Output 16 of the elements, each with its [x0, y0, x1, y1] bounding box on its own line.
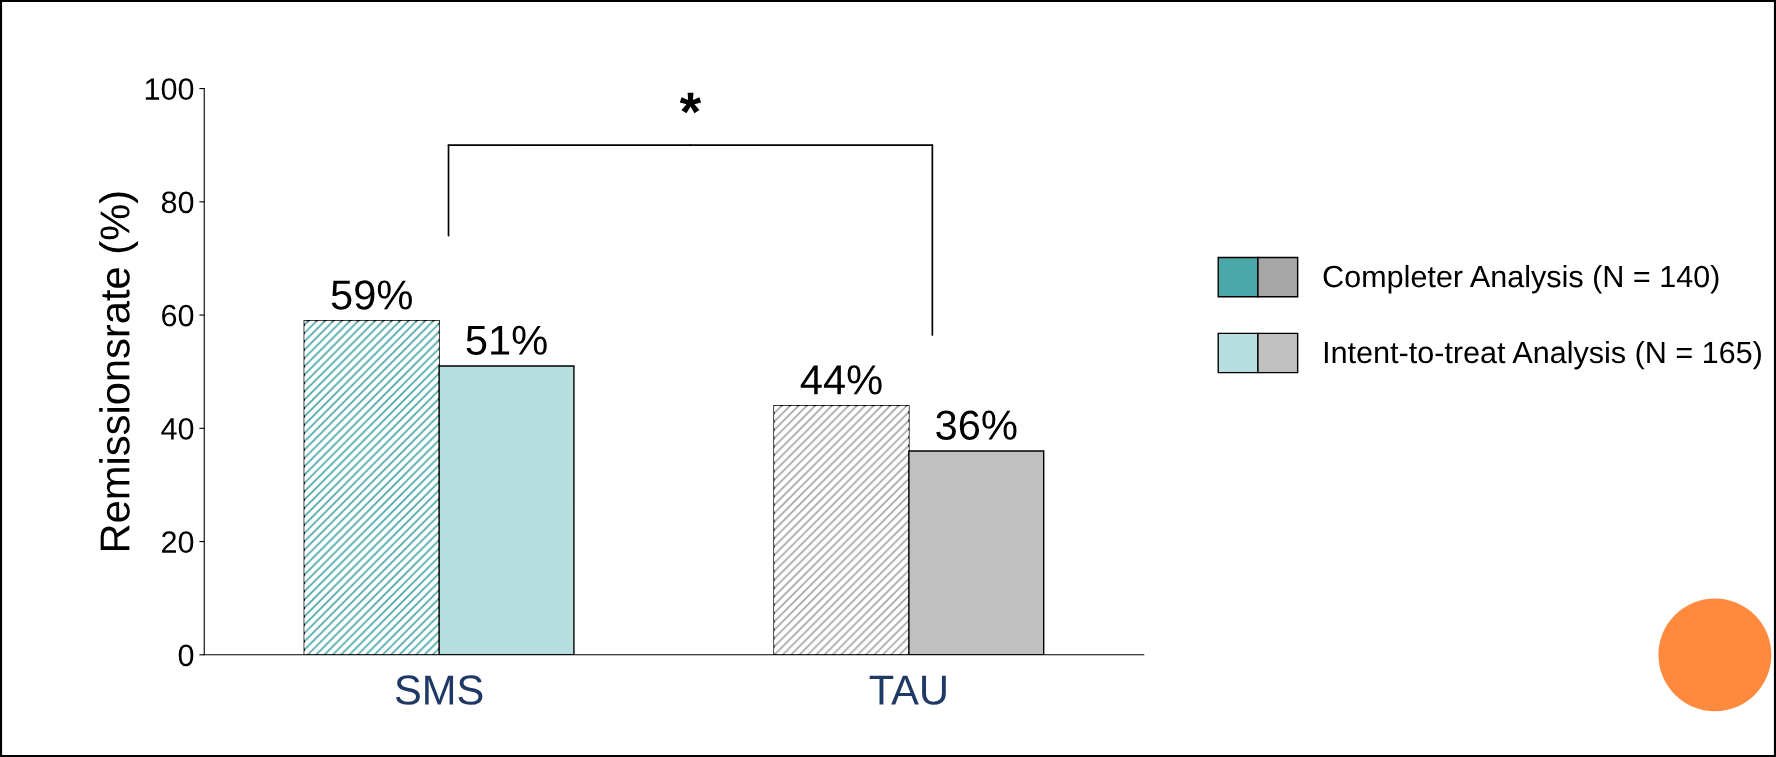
y-tick-label: 80 — [161, 191, 194, 214]
legend-label: Completer Analysis (N = 140) — [1323, 264, 1719, 294]
data-label: 44% — [800, 365, 882, 395]
y-axis-title: Remissionsrate (%) — [99, 192, 138, 551]
x-tick-label: TAU — [869, 675, 946, 705]
data-label: 51% — [466, 325, 547, 356]
data-label: 59% — [331, 280, 412, 310]
y-tick-label: 20 — [162, 531, 194, 553]
legend-label: Intent-to-treat Analysis (N = 165) — [1324, 340, 1761, 370]
y-tick-label: 100 — [145, 78, 194, 100]
y-tick-label: 60 — [162, 304, 194, 327]
y-tick-label: 0 — [178, 644, 194, 667]
data-label: 36% — [936, 410, 1017, 440]
annotation: * — [679, 92, 702, 114]
x-tick-label: SMS — [395, 675, 483, 705]
y-tick-label: 40 — [161, 418, 194, 440]
